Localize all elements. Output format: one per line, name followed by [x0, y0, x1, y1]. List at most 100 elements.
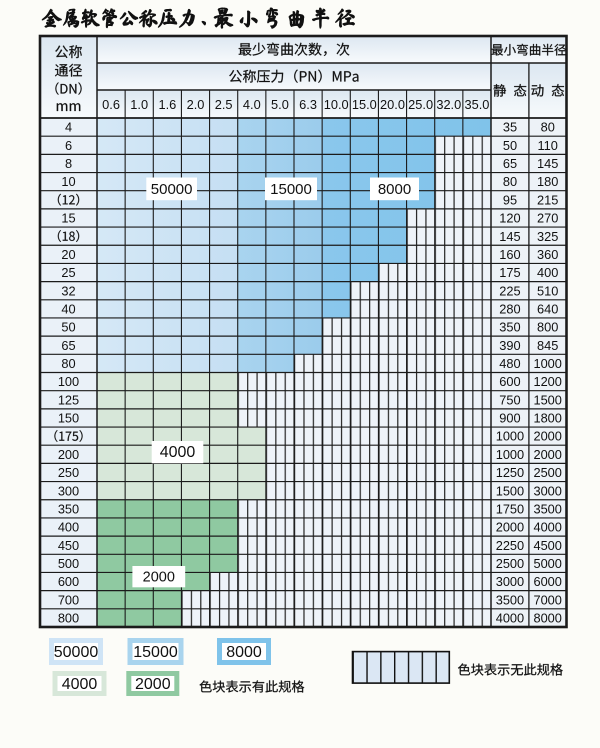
svg-text:510: 510 [537, 283, 558, 298]
svg-text:50000: 50000 [54, 644, 99, 661]
svg-text:15000: 15000 [270, 181, 312, 198]
svg-text:1800: 1800 [533, 411, 561, 426]
svg-text:8000: 8000 [378, 181, 411, 198]
svg-text:1500: 1500 [496, 483, 524, 498]
svg-text:8000: 8000 [533, 611, 561, 626]
svg-text:65: 65 [503, 156, 517, 171]
svg-text:6: 6 [65, 138, 72, 153]
svg-text:3500: 3500 [533, 501, 561, 516]
svg-text:7000: 7000 [533, 592, 561, 607]
svg-text:800: 800 [58, 611, 79, 626]
svg-text:250: 250 [58, 465, 79, 480]
svg-text:400: 400 [58, 520, 79, 535]
svg-text:80: 80 [61, 356, 75, 371]
svg-text:35.0: 35.0 [464, 97, 489, 112]
svg-text:2.0: 2.0 [187, 97, 205, 112]
svg-text:120: 120 [499, 211, 520, 226]
svg-text:325: 325 [537, 229, 558, 244]
svg-text:20.0: 20.0 [380, 97, 405, 112]
svg-text:15: 15 [61, 211, 75, 226]
svg-text:4: 4 [65, 120, 72, 135]
svg-text:125: 125 [58, 392, 79, 407]
svg-text:80: 80 [503, 174, 517, 189]
svg-text:25.0: 25.0 [408, 97, 433, 112]
svg-text:2000: 2000 [143, 570, 175, 586]
svg-text:160: 160 [499, 247, 520, 262]
svg-text:4000: 4000 [62, 676, 98, 693]
svg-text:270: 270 [537, 211, 558, 226]
svg-text:2000: 2000 [496, 520, 524, 535]
svg-text:450: 450 [58, 538, 79, 553]
svg-text:110: 110 [537, 138, 557, 153]
svg-text:2000: 2000 [135, 676, 171, 693]
svg-text:1000: 1000 [533, 356, 561, 371]
svg-text:1200: 1200 [533, 374, 561, 389]
svg-text:80: 80 [541, 120, 555, 135]
svg-text:845: 845 [537, 338, 558, 353]
svg-text:10.0: 10.0 [324, 97, 349, 112]
svg-text:0.6: 0.6 [102, 97, 120, 112]
svg-text:50000: 50000 [151, 181, 193, 198]
svg-text:350: 350 [58, 501, 79, 516]
svg-text:65: 65 [61, 338, 75, 353]
svg-text:390: 390 [499, 338, 520, 353]
svg-text:32: 32 [61, 283, 75, 298]
svg-text:100: 100 [58, 374, 79, 389]
svg-text:50: 50 [503, 138, 517, 153]
svg-text:300: 300 [58, 483, 79, 498]
svg-text:600: 600 [58, 574, 79, 589]
svg-text:4000: 4000 [496, 611, 524, 626]
svg-text:500: 500 [58, 556, 79, 571]
svg-text:4000: 4000 [160, 444, 196, 461]
svg-text:50: 50 [61, 320, 75, 335]
svg-text:350: 350 [499, 320, 520, 335]
svg-text:145: 145 [499, 229, 520, 244]
svg-text:1000: 1000 [496, 447, 524, 462]
svg-text:1500: 1500 [533, 392, 561, 407]
svg-text:215: 215 [537, 192, 558, 207]
svg-text:225: 225 [499, 283, 520, 298]
svg-text:1.0: 1.0 [130, 97, 148, 112]
svg-text:95: 95 [503, 192, 517, 207]
svg-text:4500: 4500 [533, 538, 561, 553]
svg-text:1000: 1000 [496, 429, 524, 444]
svg-text:4000: 4000 [533, 520, 561, 535]
svg-text:35: 35 [503, 120, 517, 135]
svg-text:5.0: 5.0 [271, 97, 289, 112]
svg-text:2250: 2250 [496, 538, 524, 553]
svg-text:2000: 2000 [533, 447, 561, 462]
svg-text:640: 640 [537, 301, 558, 316]
svg-text:2000: 2000 [533, 429, 561, 444]
svg-text:8000: 8000 [226, 644, 262, 661]
svg-text:280: 280 [499, 301, 520, 316]
svg-text:2.5: 2.5 [215, 97, 233, 112]
svg-text:400: 400 [537, 265, 558, 280]
svg-text:800: 800 [537, 320, 558, 335]
svg-text:360: 360 [537, 247, 558, 262]
svg-text:150: 150 [58, 411, 79, 426]
svg-text:3500: 3500 [496, 592, 524, 607]
svg-text:3000: 3000 [533, 483, 561, 498]
svg-text:6000: 6000 [533, 574, 561, 589]
svg-text:900: 900 [499, 411, 520, 426]
svg-text:20: 20 [61, 247, 75, 262]
svg-text:15000: 15000 [133, 644, 178, 661]
svg-text:1250: 1250 [496, 465, 524, 480]
svg-text:6.3: 6.3 [299, 97, 317, 112]
svg-text:32.0: 32.0 [436, 97, 461, 112]
svg-text:1750: 1750 [496, 501, 524, 516]
svg-text:5000: 5000 [533, 556, 561, 571]
svg-text:3000: 3000 [496, 574, 524, 589]
svg-text:480: 480 [499, 356, 520, 371]
svg-text:2500: 2500 [496, 556, 524, 571]
svg-text:10: 10 [61, 174, 75, 189]
svg-text:200: 200 [58, 447, 79, 462]
svg-text:15.0: 15.0 [352, 97, 377, 112]
svg-text:175: 175 [499, 265, 520, 280]
svg-text:145: 145 [537, 156, 558, 171]
svg-text:180: 180 [537, 174, 558, 189]
svg-text:40: 40 [61, 301, 75, 316]
svg-text:25: 25 [61, 265, 75, 280]
svg-text:700: 700 [58, 592, 79, 607]
svg-text:4.0: 4.0 [243, 97, 261, 112]
